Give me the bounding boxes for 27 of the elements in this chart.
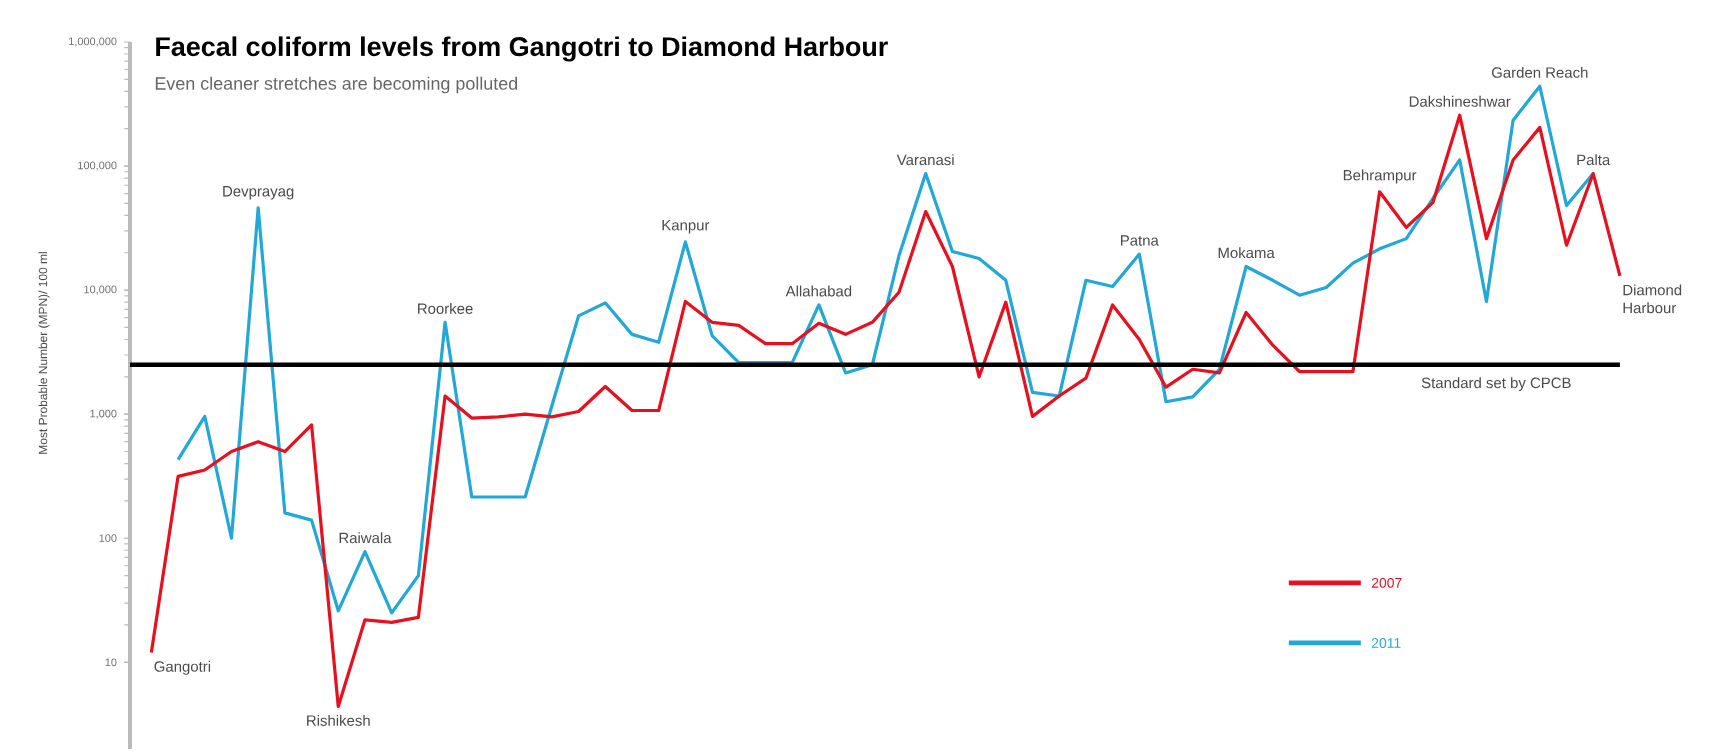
annotation: Patna (1120, 235, 1159, 246)
text: 2007 (1371, 577, 1402, 588)
annotation: Dakshineshwar (1409, 95, 1511, 107)
y-tick-label: 1,000 (90, 409, 117, 419)
y-tick-label: 100,000 (78, 161, 117, 171)
annotation: Behrampur (1343, 169, 1417, 184)
y-tick-label: 10 (105, 658, 117, 667)
annotation: Mokama (1218, 247, 1275, 259)
annotation: Raiwala (339, 532, 392, 544)
y-tick-label: 100 (99, 534, 117, 543)
annotation: Garden Reach (1491, 66, 1588, 78)
annotation: Allahabad (785, 285, 852, 297)
text: 2011 (1371, 638, 1401, 648)
annotation: Varanasi (896, 154, 954, 166)
annotation: Gangotri (154, 660, 211, 675)
ref-line-label: Standard set by CPCB (1421, 377, 1571, 392)
annotation: Rishikesh (307, 714, 370, 726)
annotation: Devprayag (223, 186, 294, 200)
text: Diamond Harbour (1623, 284, 1682, 314)
annotation: Palta (1577, 154, 1611, 166)
text: Even cleaner stretches are becoming polluted (155, 76, 518, 94)
y-tick-label: 1,000,000 (69, 37, 117, 47)
chart-title: Faecal coliform levels from Gangotri to Diamond Harbour (156, 36, 888, 62)
y-tick-label: 10,000 (84, 285, 117, 295)
annotation: Kanpur (662, 220, 710, 234)
y-axis-title: Most Probable Number (MPN)/ 100 ml (38, 252, 50, 454)
annotation: Roorkee (418, 302, 473, 314)
